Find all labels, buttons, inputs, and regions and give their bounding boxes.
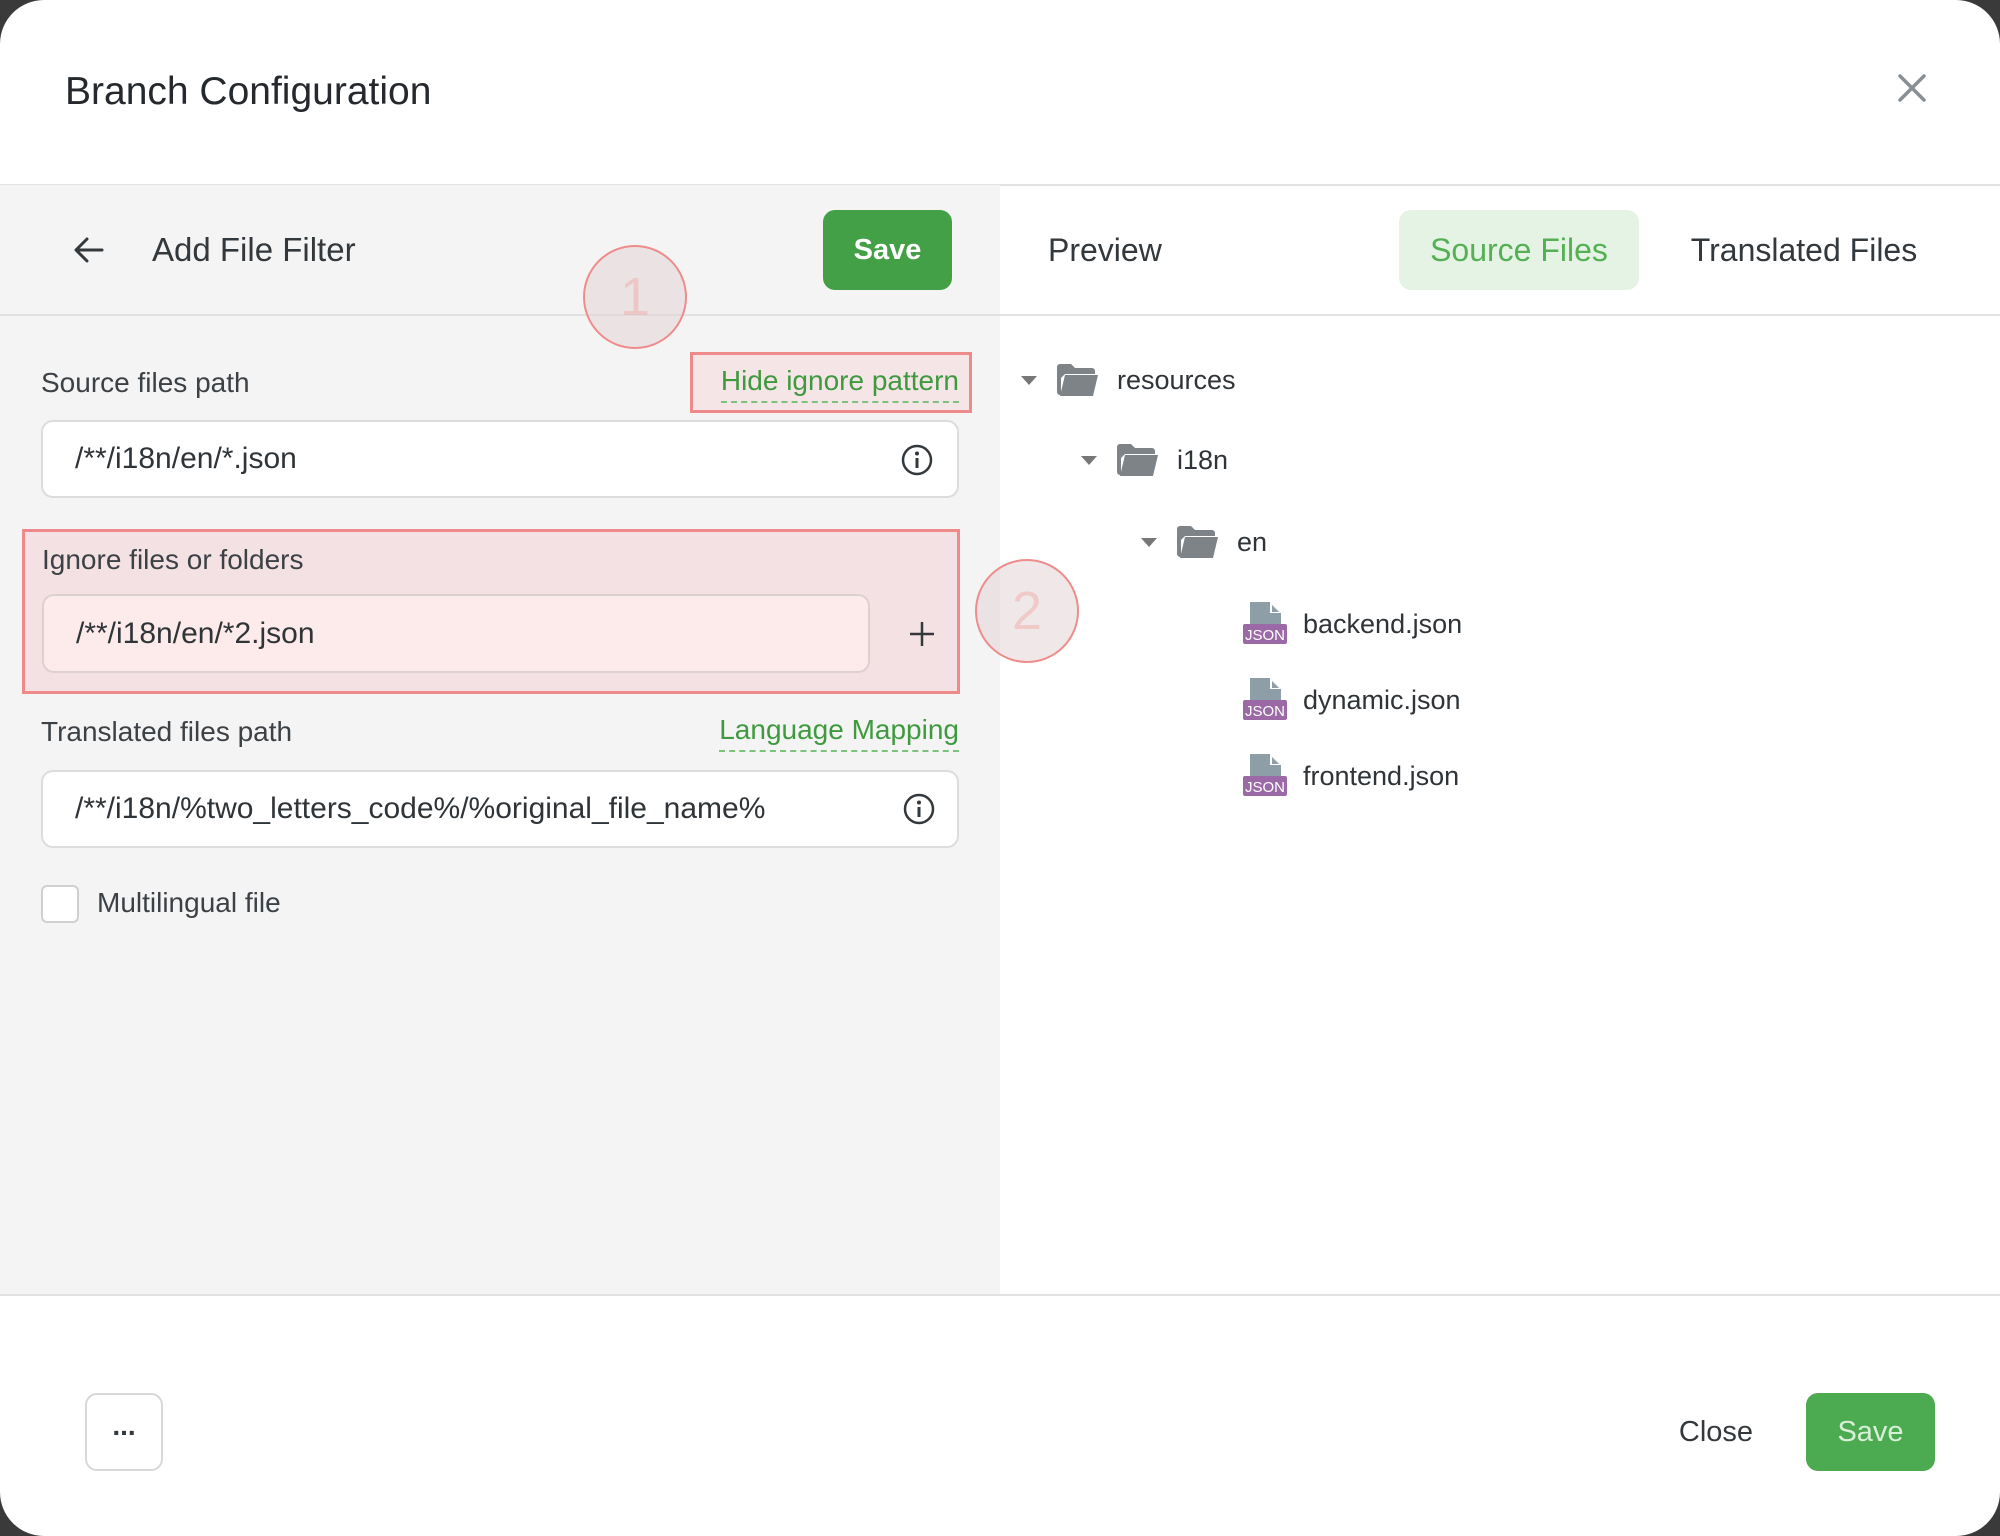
translated-files-label: Translated files path — [41, 716, 293, 747]
folder-name: i18n — [1177, 444, 1229, 475]
file-name: backend.json — [1303, 608, 1463, 639]
source-files-label: Source files path — [41, 367, 250, 398]
ignore-files-value: /**/i18n/en/*2.json — [76, 616, 315, 650]
divider — [0, 1294, 2000, 1296]
folder-open-icon — [1177, 526, 1218, 558]
multilingual-checkbox[interactable] — [41, 885, 79, 923]
caret-down-icon[interactable] — [1021, 375, 1037, 385]
annotation-marker-2: 2 — [975, 559, 1079, 663]
file-name: frontend.json — [1303, 760, 1460, 791]
filter-title: Add File Filter — [152, 231, 356, 268]
tree-folder-en[interactable]: en — [1141, 522, 1267, 562]
json-badge: JSON — [1245, 627, 1285, 644]
json-badge: JSON — [1245, 703, 1285, 720]
divider — [1000, 314, 2000, 316]
divider — [0, 184, 2000, 186]
arrow-left-icon[interactable] — [72, 233, 106, 267]
tree-file[interactable]: JSON backend.json — [1243, 602, 1462, 646]
tab-translated-files[interactable]: Translated Files — [1690, 231, 1918, 268]
tree-file[interactable]: JSON frontend.json — [1243, 754, 1459, 798]
save-filter-button[interactable]: Save — [823, 210, 952, 290]
file-name: dynamic.json — [1303, 684, 1461, 715]
tree-file[interactable]: JSON dynamic.json — [1243, 678, 1461, 722]
json-file-icon: JSON — [1243, 678, 1287, 720]
source-files-input[interactable]: /**/i18n/en/*.json — [41, 420, 959, 498]
ignore-files-input[interactable]: /**/i18n/en/*2.json — [42, 594, 870, 673]
hide-ignore-pattern-link[interactable]: Hide ignore pattern — [720, 365, 959, 403]
json-file-icon: JSON — [1243, 754, 1287, 796]
json-badge: JSON — [1245, 779, 1285, 796]
folder-open-icon — [1057, 364, 1098, 396]
add-ignore-pattern-icon[interactable] — [907, 619, 937, 649]
folder-name: en — [1237, 526, 1268, 557]
caret-down-icon[interactable] — [1081, 455, 1097, 465]
info-icon[interactable] — [902, 792, 936, 826]
tree-folder-i18n[interactable]: i18n — [1081, 440, 1228, 480]
source-files-value: /**/i18n/en/*.json — [75, 442, 297, 475]
translated-files-input[interactable]: /**/i18n/%two_letters_code%/%original_fi… — [41, 770, 959, 848]
ignore-section-highlight: Ignore files or folders /**/i18n/en/*2.j… — [22, 529, 960, 694]
dialog-title: Branch Configuration — [65, 70, 432, 113]
info-icon[interactable] — [900, 443, 934, 477]
language-mapping-link[interactable]: Language Mapping — [719, 714, 959, 752]
annotation-marker-1: 1 — [583, 245, 687, 349]
more-options-button[interactable]: ... — [85, 1393, 163, 1471]
folder-name: resources — [1117, 364, 1236, 395]
preview-title: Preview — [1048, 232, 1162, 268]
close-icon[interactable] — [1890, 66, 1934, 110]
tab-source-files[interactable]: Source Files — [1399, 210, 1639, 290]
tree-folder-resources[interactable]: resources — [1021, 360, 1236, 400]
folder-open-icon — [1117, 444, 1158, 476]
save-button[interactable]: Save — [1806, 1393, 1935, 1471]
caret-down-icon[interactable] — [1141, 537, 1157, 547]
filter-panel: Add File Filter Save Source files path H… — [0, 185, 1000, 1295]
json-file-icon: JSON — [1243, 602, 1287, 644]
close-button[interactable]: Close — [1678, 1415, 1754, 1448]
multilingual-label: Multilingual file — [97, 887, 281, 918]
divider — [0, 314, 1000, 316]
ignore-files-label: Ignore files or folders — [42, 544, 304, 575]
translated-files-value: /**/i18n/%two_letters_code%/%original_fi… — [75, 792, 766, 825]
